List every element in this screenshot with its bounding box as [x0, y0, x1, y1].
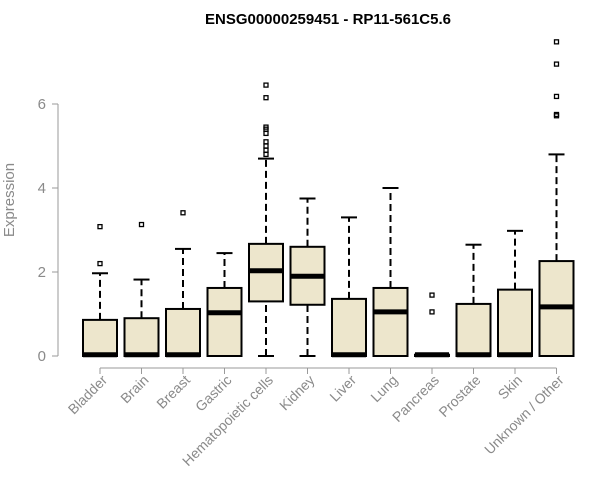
box-kidney — [289, 197, 326, 357]
box-hematopoietic-cells — [248, 82, 284, 357]
y-axis-label: Expression — [1, 163, 18, 237]
outlier-point — [553, 111, 560, 118]
box-breast — [165, 210, 201, 358]
outlier-point — [263, 147, 269, 153]
box-gastric — [206, 252, 243, 357]
y-tick-label: 6 — [38, 96, 46, 113]
box-body — [455, 302, 492, 358]
x-tick-label: Breast — [153, 372, 193, 412]
boxes — [82, 39, 575, 358]
x-tick-label: Lung — [367, 372, 400, 405]
box-lung — [372, 187, 409, 357]
box-body — [372, 286, 409, 357]
outlier-point — [429, 292, 435, 298]
box-body — [123, 317, 160, 358]
outlier-point — [263, 143, 269, 149]
box-body — [497, 288, 533, 358]
y-tick-label: 2 — [38, 264, 46, 281]
box-pancreas — [414, 292, 450, 358]
box-liver — [331, 216, 367, 358]
outlier-point — [97, 260, 103, 267]
outlier-point — [263, 82, 269, 88]
y-tick-label: 4 — [38, 180, 46, 197]
box-body — [165, 307, 201, 357]
outlier-point — [180, 210, 186, 216]
outlier-point — [553, 61, 560, 67]
x-tick-label: Liver — [326, 372, 359, 405]
outlier-point — [263, 124, 269, 130]
box-bladder — [82, 223, 118, 358]
y-tick-label: 0 — [38, 348, 46, 365]
outlier-point — [263, 151, 269, 158]
outlier-point — [553, 93, 560, 100]
x-tick-label: Brain — [117, 372, 151, 406]
outlier-point — [138, 221, 145, 228]
box-body — [206, 286, 243, 357]
outlier-point — [263, 95, 269, 101]
box-body — [331, 297, 367, 358]
box-skin — [497, 229, 533, 358]
outlier-point — [429, 309, 435, 315]
outlier-point — [97, 223, 103, 230]
x-tick-label: Bladder — [65, 372, 111, 418]
outlier-point — [553, 39, 560, 45]
box-prostate — [455, 243, 492, 358]
x-tick-label: Skin — [495, 372, 526, 403]
outlier-point — [263, 139, 269, 145]
chart-title: ENSG00000259451 - RP11-561C5.6 — [205, 11, 451, 28]
x-tick-label: Kidney — [276, 372, 318, 414]
x-tick-label: Prostate — [435, 372, 483, 420]
box-body — [82, 318, 118, 358]
outlier-point — [263, 130, 269, 137]
box-unknown-other — [538, 39, 575, 357]
box-brain — [123, 221, 160, 358]
x-tick-label: Unknown / Other — [481, 372, 567, 458]
axes: 0 2 4 6 — [38, 96, 557, 369]
